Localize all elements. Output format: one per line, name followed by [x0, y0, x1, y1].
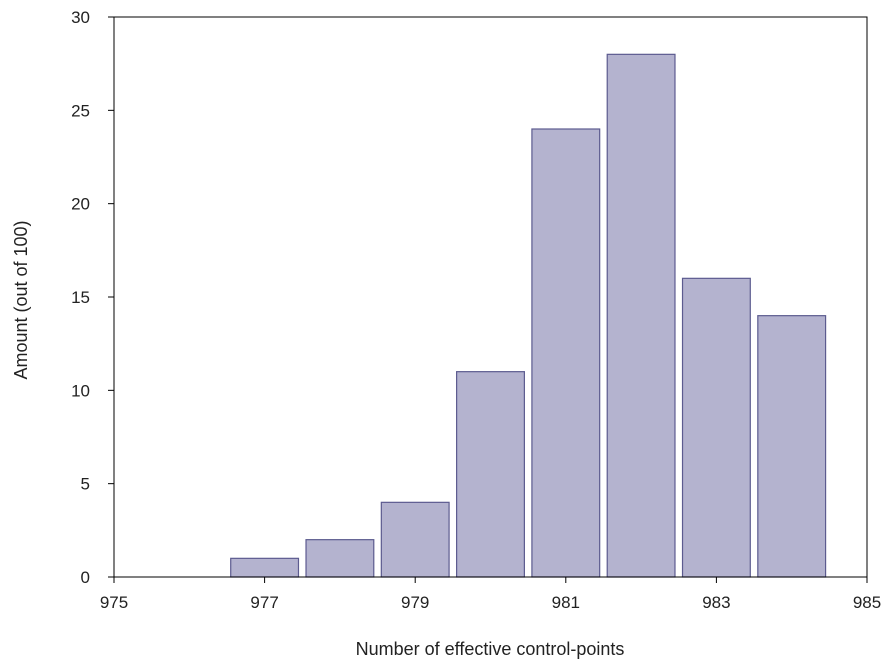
- y-tick-label-25: 25: [71, 101, 90, 120]
- x-tick-label-975: 975: [100, 593, 128, 612]
- x-axis-title: Number of effective control-points: [356, 639, 625, 659]
- bar-982: [606, 53, 676, 578]
- bar-979: [380, 501, 450, 578]
- y-tick-label-0: 0: [81, 568, 90, 587]
- y-tick-label-10: 10: [71, 381, 90, 400]
- y-tick-label-15: 15: [71, 288, 90, 307]
- x-tick-label-983: 983: [702, 593, 730, 612]
- axes-layer: 975 977 979 981 983 985 0 5 10 15 20 25 30: [71, 8, 881, 612]
- bar-977: [230, 557, 300, 578]
- y-tick-label-30: 30: [71, 8, 90, 27]
- y-axis-title: Amount (out of 100): [11, 220, 31, 379]
- x-tick-label-979: 979: [401, 593, 429, 612]
- bar-980: [456, 371, 525, 578]
- y-tick-label-5: 5: [81, 475, 90, 494]
- x-tick-label-985: 985: [853, 593, 881, 612]
- bar-981: [531, 128, 601, 578]
- bar-983: [681, 277, 751, 578]
- x-tick-label-977: 977: [250, 593, 278, 612]
- bar-984: [757, 315, 827, 578]
- x-tick-label-981: 981: [552, 593, 580, 612]
- bars-layer: [230, 53, 827, 578]
- y-tick-label-20: 20: [71, 195, 90, 214]
- bar-978: [305, 539, 375, 578]
